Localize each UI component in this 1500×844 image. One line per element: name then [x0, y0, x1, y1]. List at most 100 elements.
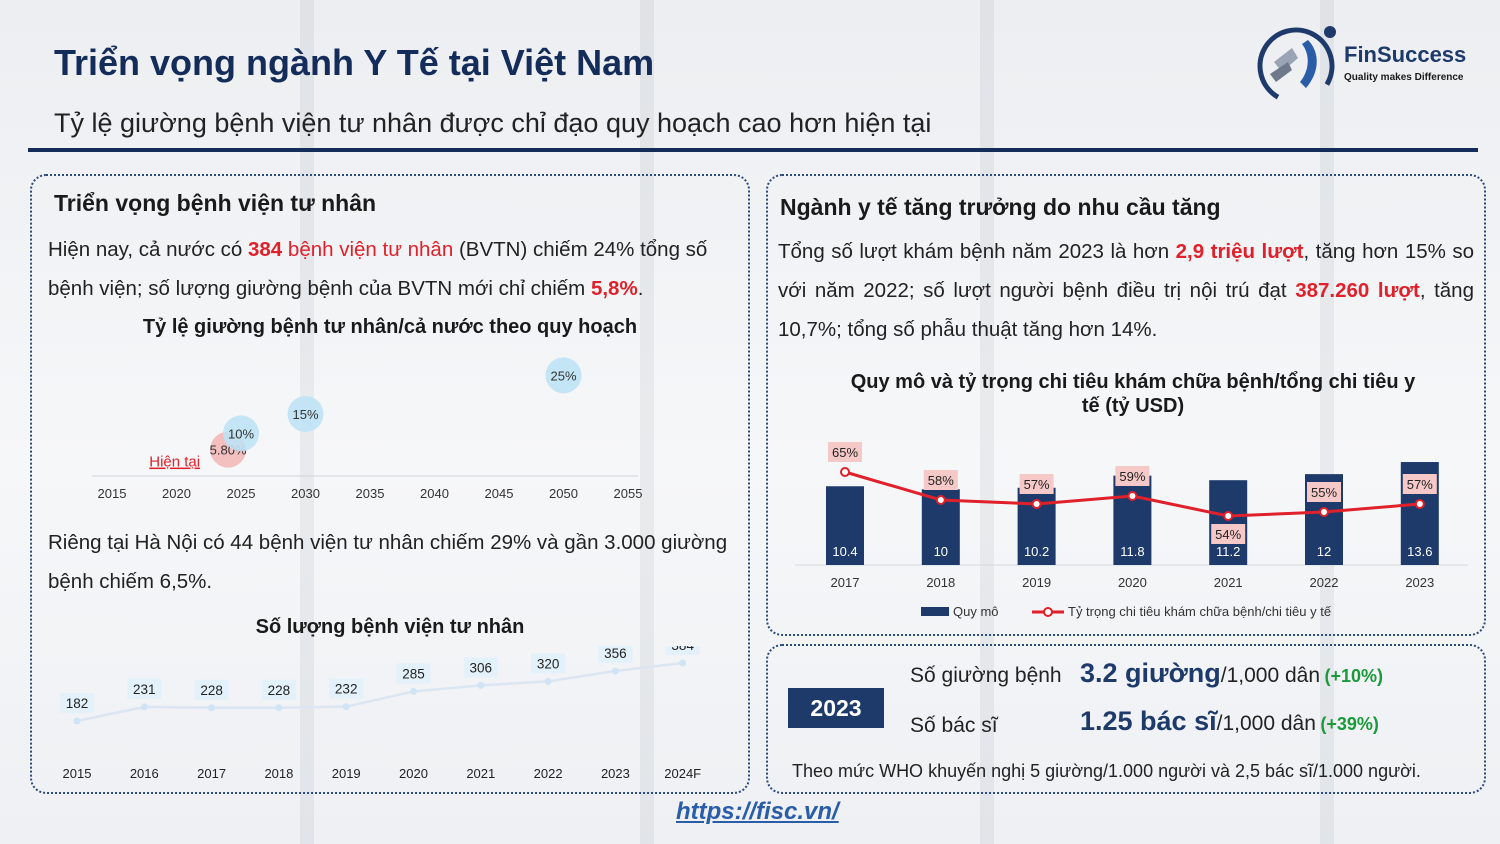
count-label-box — [396, 663, 431, 684]
share-label-box — [828, 442, 862, 462]
text-run: , tăng hơn 15% so với năm 2022; số lượt … — [778, 240, 1474, 302]
share-point — [1414, 499, 1425, 509]
highlight-inpatients: 387.260 lượt — [1295, 279, 1420, 302]
x-tick-label: 2021 — [466, 766, 495, 781]
right-paragraph-1: Tổng số lượt khám bệnh năm 2023 là hơn 2… — [778, 232, 1474, 349]
x-tick-label: 2019 — [332, 766, 361, 781]
count-point — [544, 677, 552, 685]
page-title: Triển vọng ngành Y Tế tại Việt Nam — [54, 42, 655, 83]
spending-bar — [1113, 475, 1152, 565]
share-point — [1223, 511, 1234, 521]
left-panel — [30, 174, 750, 794]
x-tick-label: 2050 — [549, 486, 578, 501]
website-link[interactable]: https://fisc.vn/ — [676, 798, 839, 825]
count-label-box — [665, 646, 700, 655]
highlight-percent: 5,8% — [590, 277, 638, 300]
right-panel-title: Ngành y tế tăng trưởng do nhu cầu tăng — [780, 194, 1221, 220]
x-tick-label: 2045 — [485, 486, 514, 501]
beds-label: Số giường bệnh — [910, 664, 1062, 687]
count-label-box — [598, 646, 633, 664]
bar-value-label: 13.6 — [1407, 544, 1432, 559]
share-label: 59% — [1119, 469, 1145, 484]
share-label-box — [1019, 474, 1054, 494]
count-label: 285 — [402, 666, 425, 681]
legend-swatch-bar — [921, 607, 949, 616]
right-top-panel — [766, 174, 1486, 636]
x-tick-label: 2055 — [614, 486, 643, 501]
count-point — [342, 703, 350, 711]
share-label-box — [1211, 524, 1246, 544]
share-label: 65% — [832, 445, 858, 460]
logo-mark-icon: FinSuccess Quality makes Difference — [1257, 26, 1466, 105]
doctors-change: (+39%) — [1320, 714, 1379, 734]
left-paragraph-2: Riêng tại Hà Nội có 44 bệnh viện tư nhân… — [48, 531, 728, 593]
finsuccess-logo: FinSuccess Quality makes Difference — [1248, 22, 1478, 114]
beds-unit: /1,000 dân — [1220, 664, 1321, 687]
text-run: , tăng 10,7%; tổng số phẫu thuật tăng hơ… — [778, 279, 1474, 341]
bar-value-label: 10.2 — [1024, 544, 1049, 559]
count-label-box — [531, 653, 566, 674]
share-label: 55% — [1311, 485, 1337, 500]
x-tick-label: 2020 — [1118, 575, 1147, 590]
share-label: 58% — [928, 473, 954, 488]
doctors-stat: 1.25 bác sĩ/1,000 dân (+39%) — [1080, 706, 1379, 737]
bar-value-label: 11.2 — [1216, 544, 1240, 559]
count-label-box — [463, 657, 498, 678]
text-run: Hiện nay, cả nước có — [48, 238, 248, 261]
share-point — [1127, 491, 1138, 501]
share-point — [840, 467, 850, 477]
x-tick-label: 2017 — [831, 575, 860, 590]
x-tick-label: 2019 — [1022, 575, 1051, 590]
count-point — [208, 704, 216, 712]
data-label: 25% — [550, 368, 576, 383]
share-point — [935, 495, 946, 505]
title-divider — [28, 148, 1478, 152]
bar-value-label: 10.4 — [832, 544, 857, 559]
right-bottom-panel — [766, 644, 1486, 794]
count-label-box — [261, 679, 296, 700]
count-label-box — [329, 678, 364, 699]
chart2-title: Số lượng bệnh viện tư nhân — [255, 616, 525, 638]
doctors-unit: /1,000 dân — [1216, 712, 1316, 735]
x-tick-label: 2022 — [534, 766, 563, 781]
count-label: 384 — [671, 646, 694, 653]
spending-bar — [826, 486, 864, 565]
background-stripe — [1320, 0, 1334, 844]
x-tick-label: 2030 — [291, 486, 320, 501]
x-tick-label: 2021 — [1214, 575, 1243, 590]
count-label: 228 — [200, 683, 223, 698]
x-tick-label: 2035 — [356, 486, 385, 501]
legend-label: Tỷ trọng chi tiêu khám chữa bệnh/chi tiê… — [1068, 604, 1332, 619]
share-label-box — [1402, 474, 1437, 494]
count-point — [611, 667, 619, 675]
beds-change: (+10%) — [1324, 666, 1384, 686]
health-spending-chart: 10.4 10 10.2 11.8 11.2 12 13.6 65% 58% 57% 59% 54% 5… — [795, 442, 1468, 619]
data-bubble — [223, 415, 259, 452]
count-label: 231 — [133, 682, 156, 697]
who-note: Theo mức WHO khuyến nghị 5 giường/1.000 … — [792, 761, 1421, 781]
count-point — [679, 659, 687, 667]
doctors-label: Số bác sĩ — [910, 714, 998, 737]
share-point — [1319, 507, 1329, 517]
count-point — [140, 703, 148, 711]
x-tick-label: 2040 — [420, 486, 449, 501]
page-subtitle: Tỷ lệ giường bệnh viện tư nhân được chỉ … — [54, 108, 932, 138]
bar-value-label: 11.8 — [1120, 544, 1144, 559]
data-bubble — [545, 357, 582, 394]
x-tick-label: 2020 — [162, 486, 191, 501]
beds-value: 3.2 giường — [1080, 658, 1221, 688]
x-tick-label: 2018 — [926, 575, 955, 590]
chart1-title: Tỷ lệ giường bệnh tư nhân/cả nước theo q… — [142, 316, 638, 338]
share-label-box — [923, 470, 958, 490]
x-tick-label: 2016 — [130, 766, 159, 781]
stats-year-badge: 2023 — [788, 688, 884, 728]
x-tick-label: 2023 — [1405, 575, 1434, 590]
beds-stat: 3.2 giường/1,000 dân (+10%) — [1080, 658, 1383, 689]
x-tick-label: 2025 — [227, 486, 256, 501]
count-label-box — [194, 679, 229, 700]
share-point — [1031, 499, 1042, 509]
x-tick-label: 2015 — [63, 766, 92, 781]
chart3-title: Quy mô và tỷ trọng chi tiêu khám chữa bệ… — [850, 371, 1416, 417]
count-label-box — [60, 693, 94, 713]
x-tick-label: 2023 — [601, 766, 630, 781]
